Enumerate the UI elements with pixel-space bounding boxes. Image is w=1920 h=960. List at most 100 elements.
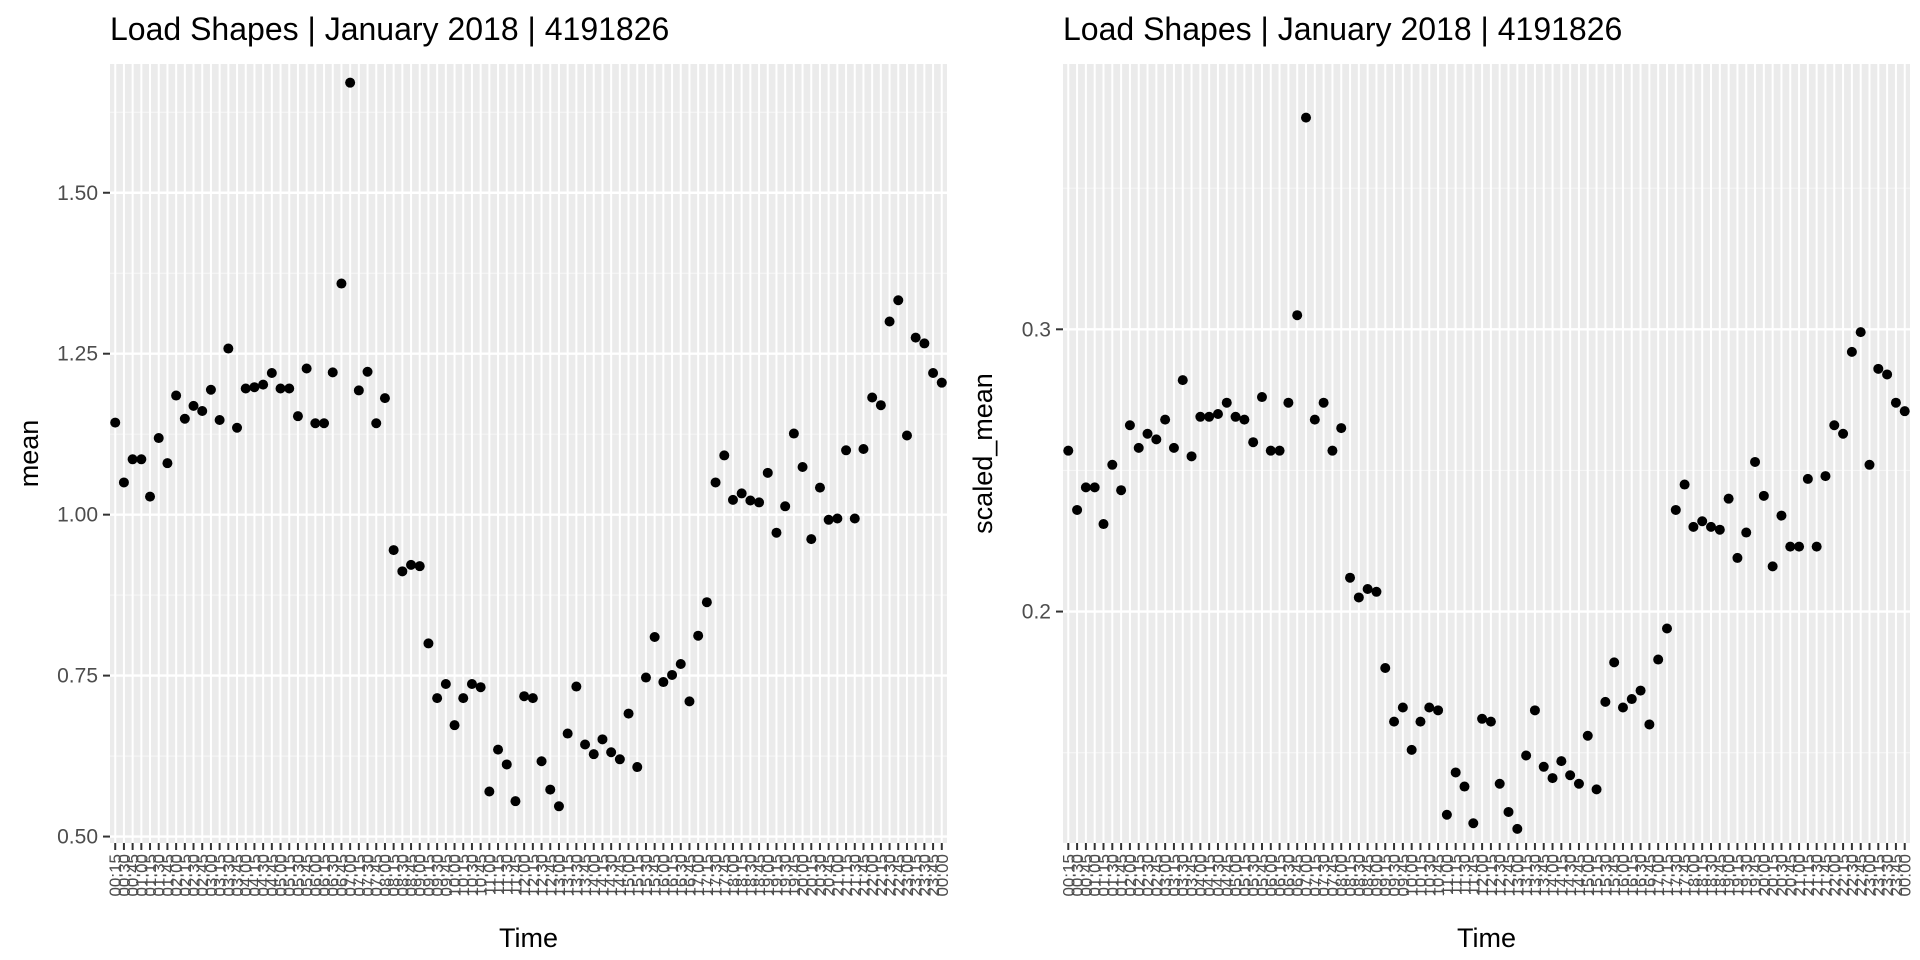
- x-tick-label: 15:30: [637, 854, 656, 897]
- data-point: [580, 739, 591, 750]
- x-tick-label: 22:45: [1852, 854, 1871, 897]
- data-point: [1785, 541, 1796, 552]
- data-point: [379, 393, 390, 404]
- right-plot-background: [1063, 64, 1910, 843]
- x-tick-label: 10:30: [1420, 854, 1439, 897]
- x-tick-label: 11:00: [480, 854, 499, 895]
- x-tick-label: 14:00: [1544, 854, 1563, 897]
- x-tick-label: 04:45: [263, 854, 282, 897]
- data-point: [754, 497, 765, 508]
- data-point: [136, 454, 147, 465]
- data-point: [806, 534, 817, 545]
- x-tick-label: 03:00: [1156, 854, 1175, 897]
- y-tick-label: 1.00: [57, 504, 98, 527]
- x-tick-label: 09:00: [411, 854, 430, 897]
- data-point: [1397, 702, 1408, 713]
- x-tick-label: 06:30: [324, 854, 343, 897]
- data-point: [1089, 482, 1100, 493]
- x-tick-label: 23:15: [1869, 854, 1888, 897]
- data-point: [1195, 411, 1206, 422]
- x-tick-label: 19:30: [776, 854, 795, 897]
- x-tick-label: 16:30: [1632, 854, 1651, 897]
- x-tick-label: 15:00: [620, 854, 639, 897]
- x-tick-label: 17:00: [1649, 854, 1668, 897]
- x-tick-label: 14:30: [1561, 854, 1580, 897]
- x-tick-label: 10:45: [472, 854, 491, 897]
- data-point: [1292, 310, 1303, 321]
- x-tick-label: 06:00: [306, 854, 325, 897]
- x-tick-label: 05:00: [1227, 854, 1246, 897]
- x-tick-label: 10:30: [463, 854, 482, 897]
- x-tick-label: 21:15: [837, 854, 856, 897]
- data-point: [1750, 456, 1761, 467]
- data-point: [1706, 521, 1717, 532]
- x-tick-label: 21:30: [846, 854, 865, 897]
- data-point: [214, 415, 225, 426]
- x-tick-label: 03:15: [1165, 854, 1184, 897]
- data-point: [658, 677, 669, 688]
- data-point: [127, 454, 138, 465]
- data-point: [1450, 767, 1461, 778]
- data-point: [736, 488, 747, 499]
- x-tick-label: 18:45: [750, 854, 769, 897]
- data-point: [1811, 541, 1822, 552]
- data-point: [545, 784, 556, 795]
- x-tick-label: 03:30: [1174, 854, 1193, 897]
- x-tick-label: 05:00: [272, 854, 291, 897]
- right-y-axis-title: scaled_mean: [968, 373, 998, 534]
- data-point: [162, 458, 173, 469]
- x-tick-label: 05:15: [280, 854, 299, 897]
- x-tick-label: 18:15: [1693, 854, 1712, 897]
- x-tick-label: 00:30: [1068, 854, 1087, 897]
- x-tick-label: 16:45: [680, 854, 699, 897]
- x-tick-label: 01:30: [1103, 854, 1122, 897]
- data-point: [788, 428, 799, 439]
- data-point: [1441, 809, 1452, 820]
- data-point: [884, 316, 895, 327]
- x-tick-label: 12:15: [1482, 854, 1501, 897]
- data-point: [1679, 479, 1690, 490]
- right-chart-title: Load Shapes | January 2018 | 4191826: [1063, 11, 1622, 47]
- x-tick-label: 13:45: [576, 854, 595, 897]
- x-tick-label: 10:15: [1411, 854, 1430, 897]
- x-tick-label: 11:45: [1464, 854, 1483, 895]
- left-y-axis-title: mean: [14, 420, 44, 488]
- data-point: [1380, 663, 1391, 674]
- x-tick-label: 13:00: [550, 854, 569, 897]
- data-point: [1846, 346, 1857, 357]
- x-tick-label: 23:00: [898, 854, 917, 897]
- data-point: [893, 295, 904, 306]
- data-point: [362, 366, 373, 377]
- data-point: [1371, 586, 1382, 597]
- data-point: [875, 400, 886, 411]
- left-plot-background: [110, 64, 947, 843]
- x-tick-label: 08:45: [1359, 854, 1378, 897]
- data-point: [1864, 459, 1875, 470]
- x-tick-label: 02:30: [185, 854, 204, 897]
- x-tick-label: 06:45: [332, 854, 351, 897]
- data-point: [562, 728, 573, 739]
- data-point: [1899, 406, 1910, 417]
- data-point: [466, 678, 477, 689]
- x-tick-label: 00:15: [106, 854, 125, 897]
- data-point: [632, 762, 643, 773]
- data-point: [1494, 778, 1505, 789]
- right-y-axis: 0.2 0.3: [1022, 318, 1063, 624]
- x-tick-label: 08:30: [1350, 854, 1369, 897]
- data-point: [1573, 778, 1584, 789]
- data-point: [1661, 623, 1672, 634]
- data-point: [310, 418, 321, 429]
- x-tick-label: 22:00: [863, 854, 882, 897]
- x-tick-label: 20:30: [811, 854, 830, 897]
- data-point: [145, 491, 156, 502]
- data-point: [727, 494, 738, 505]
- x-tick-label: 17:45: [1676, 854, 1695, 897]
- x-tick-label: 11:15: [1447, 854, 1466, 895]
- x-tick-label: 07:30: [1315, 854, 1334, 897]
- x-tick-label: 01:00: [132, 854, 151, 897]
- x-tick-label: 12:30: [1491, 854, 1510, 897]
- x-tick-label: 10:15: [454, 854, 473, 897]
- data-point: [345, 77, 356, 88]
- x-tick-label: 20:00: [1755, 854, 1774, 897]
